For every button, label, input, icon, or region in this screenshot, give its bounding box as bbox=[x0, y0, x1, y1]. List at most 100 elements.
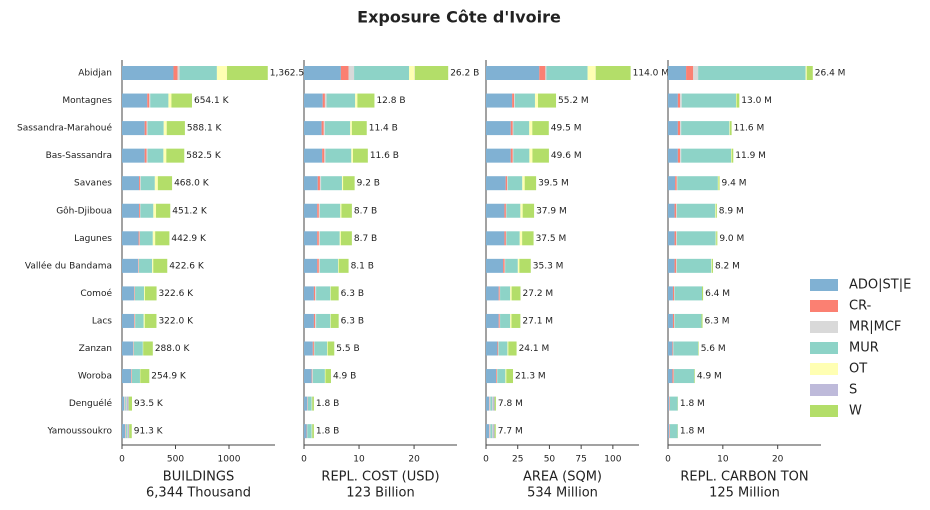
bar-segment bbox=[122, 341, 134, 356]
bar-segment bbox=[122, 148, 145, 163]
bar-segment bbox=[129, 424, 132, 439]
bar-segment bbox=[674, 286, 675, 301]
bar-segment bbox=[122, 396, 125, 411]
bar-segment bbox=[711, 258, 712, 273]
bar-segment bbox=[672, 369, 674, 384]
value-label: 1.8 B bbox=[316, 399, 339, 409]
bar-segment bbox=[489, 424, 491, 439]
bar-segment bbox=[340, 231, 352, 246]
bar-segment bbox=[128, 396, 133, 411]
bar-segment bbox=[674, 313, 702, 328]
x-tick-label: 50 bbox=[544, 455, 556, 465]
bar-segment bbox=[676, 203, 677, 218]
bar-segment bbox=[490, 396, 493, 411]
value-label: 1.8 B bbox=[316, 427, 339, 437]
bar-segment bbox=[147, 121, 164, 136]
bar-segment bbox=[507, 341, 509, 356]
bar-segment bbox=[316, 286, 331, 301]
bar-segment bbox=[674, 231, 677, 246]
bar-segment bbox=[672, 286, 675, 301]
bar-segment bbox=[512, 121, 514, 136]
bar-segment bbox=[122, 424, 126, 439]
bar-segment bbox=[166, 121, 185, 136]
bar-segment bbox=[676, 176, 678, 191]
bar-segment bbox=[341, 203, 352, 218]
bar-segment bbox=[122, 176, 140, 191]
bar-segment bbox=[144, 286, 145, 301]
value-label: 4.9 M bbox=[697, 372, 722, 382]
bar-segment bbox=[486, 313, 499, 328]
bar-segment bbox=[731, 148, 734, 163]
bar-segment bbox=[510, 313, 512, 328]
chart-title: Exposure Côte d'Ivoire bbox=[357, 8, 561, 27]
bar-segment bbox=[313, 286, 316, 301]
bar-segment bbox=[680, 148, 682, 163]
bar-segment bbox=[304, 396, 308, 411]
bar-segment bbox=[494, 396, 496, 411]
value-label: 11.6 M bbox=[734, 124, 765, 134]
bar-segment bbox=[126, 424, 128, 439]
bar-segment bbox=[152, 258, 154, 273]
legend-swatch bbox=[810, 300, 838, 312]
bar-segment bbox=[512, 93, 515, 108]
bar-segment bbox=[500, 286, 511, 301]
bar-segment bbox=[505, 176, 508, 191]
bar-segment bbox=[698, 66, 806, 80]
bar-segment bbox=[157, 176, 173, 191]
bar-segment bbox=[676, 203, 716, 218]
bar-segment bbox=[668, 93, 678, 108]
y-tick-label: Gôh-Djiboua bbox=[56, 205, 112, 216]
bar-segment bbox=[686, 66, 694, 80]
bar-segment bbox=[125, 424, 127, 439]
y-tick-label: Denguélé bbox=[69, 398, 113, 409]
bar-segment bbox=[806, 66, 813, 80]
bar-segment bbox=[122, 369, 132, 384]
value-label: 288.0 K bbox=[155, 344, 191, 354]
bar-segment bbox=[146, 148, 148, 163]
bar-segment bbox=[672, 313, 675, 328]
bar-segment bbox=[321, 121, 324, 136]
bar-segment bbox=[315, 286, 317, 301]
bar-segment bbox=[330, 313, 331, 328]
x-axis-label: BUILDINGS bbox=[163, 470, 234, 485]
bar-segment bbox=[486, 121, 511, 136]
bar-segment bbox=[681, 93, 736, 108]
x-tick-label: 0 bbox=[301, 455, 307, 465]
bar-segment bbox=[512, 148, 514, 163]
bar-segment bbox=[698, 341, 699, 356]
bar-segment bbox=[668, 369, 673, 384]
bar-segment bbox=[716, 231, 718, 246]
bar-segment bbox=[313, 341, 315, 356]
bar-segment bbox=[486, 369, 497, 384]
y-tick-label: Montagnes bbox=[62, 96, 112, 106]
bar-segment bbox=[701, 313, 703, 328]
bar-segment bbox=[519, 258, 531, 273]
bar-segment bbox=[668, 258, 675, 273]
value-label: 49.6 M bbox=[551, 151, 582, 161]
bar-segment bbox=[216, 66, 227, 80]
value-label: 7.7 M bbox=[498, 427, 523, 437]
bar-segment bbox=[677, 148, 681, 163]
bar-segment bbox=[694, 369, 695, 384]
y-tick-label: Yamoussoukro bbox=[46, 427, 112, 437]
bar-segment bbox=[504, 203, 506, 218]
bar-segment bbox=[519, 231, 523, 246]
value-label: 4.9 B bbox=[333, 372, 356, 382]
bar-segment bbox=[173, 66, 178, 80]
bar-segment bbox=[227, 66, 268, 80]
x-axis-label: REPL. CARBON TON bbox=[680, 470, 808, 485]
bar-segment bbox=[152, 231, 156, 246]
value-label: 11.9 M bbox=[735, 151, 766, 161]
bar-segment bbox=[312, 369, 313, 384]
bar-segment bbox=[156, 203, 171, 218]
bar-segment bbox=[139, 176, 141, 191]
value-label: 468.0 K bbox=[174, 179, 210, 189]
bar-segment bbox=[486, 341, 498, 356]
bar-segment bbox=[304, 93, 323, 108]
value-label: 91.3 K bbox=[134, 427, 164, 437]
value-label: 11.4 B bbox=[369, 124, 398, 134]
y-tick-label: Abidjan bbox=[78, 69, 112, 79]
bar-segment bbox=[492, 424, 495, 439]
bar-segment bbox=[304, 313, 314, 328]
bar-segment bbox=[409, 66, 415, 80]
